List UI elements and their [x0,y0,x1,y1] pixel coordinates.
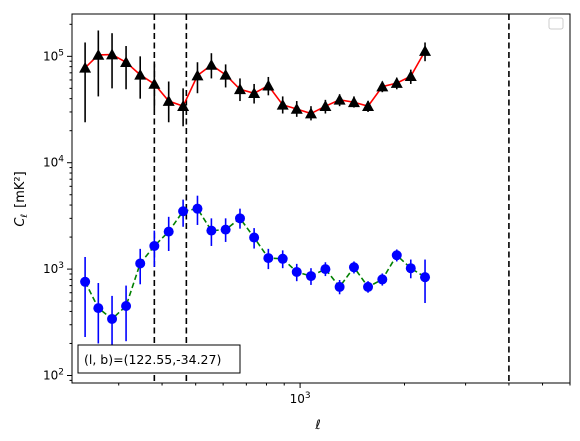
y-tick-label-0: 102 [43,367,64,382]
series-1-point-15 [291,266,302,277]
series-1-point-19 [348,262,359,273]
series-0-point-3 [120,56,133,68]
series-0-point-23 [404,70,417,82]
series-0-point-14 [276,98,289,110]
series-1-point-3 [121,300,132,311]
series-0-point-6 [162,95,175,106]
series-0-point-19 [347,96,360,108]
x-tick-label-0: 103 [290,391,311,406]
series-1-point-21 [377,274,388,285]
series-1-point-23 [405,263,416,274]
series-1-point-22 [391,250,402,261]
series-0-point-12 [248,87,261,99]
svg-text:Cℓ[mK²]: Cℓ [mK²] [13,171,30,226]
series-1-point-20 [363,281,374,292]
y-axis-label-unit: [mK²] [13,171,28,208]
y-axis-label: Cℓ [mK²] [13,171,30,226]
series-0-point-8 [191,69,204,81]
series-0-point-0 [79,61,92,73]
series-0-point-4 [134,68,147,80]
y-axis-label-main: C [13,217,28,227]
series-0-point-13 [262,79,275,91]
series-0-point-7 [177,100,190,111]
plot-frame [71,13,571,384]
y-tick-label-1: 103 [43,261,64,276]
x-axis-label: ℓ [314,418,320,433]
series-0-point-22 [390,77,403,88]
y-tick-label-3: 105 [43,48,64,63]
series-1-point-5 [149,240,160,251]
series-0-point-11 [233,83,246,95]
series-0-point-21 [376,80,389,92]
series-1-point-18 [334,281,345,292]
series-0-point-20 [362,100,375,111]
x-axis-label-text: ℓ [314,418,320,433]
series-1-point-11 [234,213,245,224]
legend-box[interactable] [548,17,564,30]
series-1-point-6 [163,226,174,237]
series-1-point-17 [320,264,331,275]
series-0 [79,30,432,127]
series-1-point-8 [192,203,203,214]
series-0-point-15 [290,102,303,114]
series-1-point-4 [135,258,146,269]
y-axis-label-sub: ℓ [20,214,30,219]
series-0-point-16 [304,107,317,119]
series-0-point-18 [333,93,346,105]
series-1-point-2 [107,313,118,324]
series-1-point-14 [277,253,288,264]
series-1-point-7 [178,206,189,217]
series-0-point-1 [92,48,105,60]
series-0-point-17 [319,100,332,111]
series-1-point-1 [93,303,104,314]
series-1-point-0 [80,276,91,287]
annotation-box: (l, b)=(122.55,-34.27) [77,344,241,374]
series-1-point-10 [220,224,231,235]
series-1-point-16 [305,271,316,282]
series-1-point-12 [249,232,260,243]
axes-layer: 103 102 103 104 105 [43,23,571,406]
series-0-point-24 [419,45,432,56]
series-0-point-2 [106,48,119,60]
series-0-point-9 [205,58,218,70]
series-0-point-10 [219,68,232,80]
y-tick-label-2: 104 [43,155,64,170]
annotation-text: (l, b)=(122.55,-34.27) [84,352,221,367]
series-1-point-13 [263,253,274,264]
series-1-point-9 [206,225,217,236]
series-1-point-24 [420,272,431,283]
series-0-point-5 [148,77,161,89]
